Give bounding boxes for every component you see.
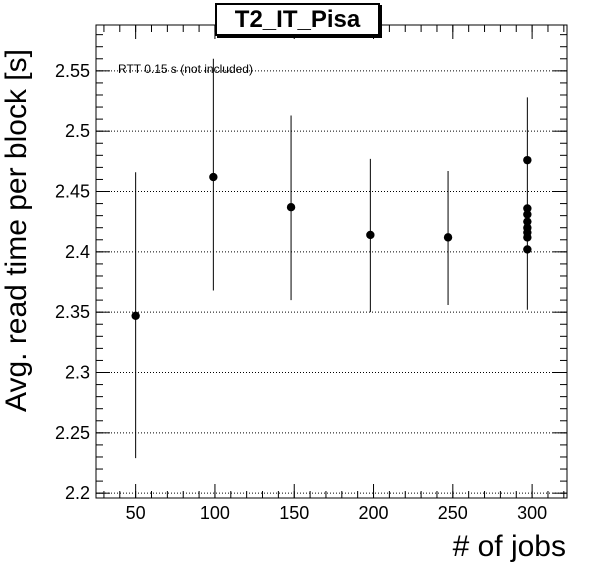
y-tick-label: 2.25 xyxy=(55,423,90,443)
y-tick-label: 2.3 xyxy=(65,363,90,383)
y-tick-label: 2.35 xyxy=(55,302,90,322)
x-tick-label: 150 xyxy=(279,503,309,523)
grid xyxy=(96,70,567,494)
chart-title: T2_IT_Pisa xyxy=(215,3,380,36)
x-tick-label: 300 xyxy=(517,503,547,523)
data-point xyxy=(286,203,296,212)
y-tick-label: 2.2 xyxy=(65,483,90,503)
x-tick-label: 250 xyxy=(438,503,468,523)
axis-ticks xyxy=(96,25,567,498)
y-tick-label: 2.5 xyxy=(65,121,90,141)
plot-frame xyxy=(95,24,568,499)
x-tick-label: 50 xyxy=(126,503,146,523)
data-point xyxy=(209,172,218,182)
data-marks xyxy=(131,58,532,459)
data-point xyxy=(523,155,532,165)
annotation: RTT 0.15 s (not included) xyxy=(118,62,253,76)
x-tick-label: 100 xyxy=(200,503,230,523)
data-point xyxy=(131,311,140,320)
data-point xyxy=(523,245,532,254)
x-tick-label: 200 xyxy=(359,503,389,523)
y-tick-label: 2.45 xyxy=(55,182,90,202)
y-tick-label: 2.4 xyxy=(65,242,90,262)
data-point xyxy=(443,233,453,242)
data-point xyxy=(523,217,532,226)
y-axis-label: Avg. read time per block [s] xyxy=(0,49,33,412)
y-tick-label: 2.55 xyxy=(55,61,90,81)
data-point xyxy=(523,204,532,213)
x-axis-label: # of jobs xyxy=(453,530,566,563)
x-tick-labels: 50 100 150 200 250 300 xyxy=(126,503,548,523)
data-point xyxy=(523,210,532,219)
data-point xyxy=(523,233,532,242)
y-tick-labels: 2.2 2.25 2.3 2.35 2.4 2.45 2.5 2.55 xyxy=(55,61,90,503)
data-point xyxy=(366,230,375,240)
